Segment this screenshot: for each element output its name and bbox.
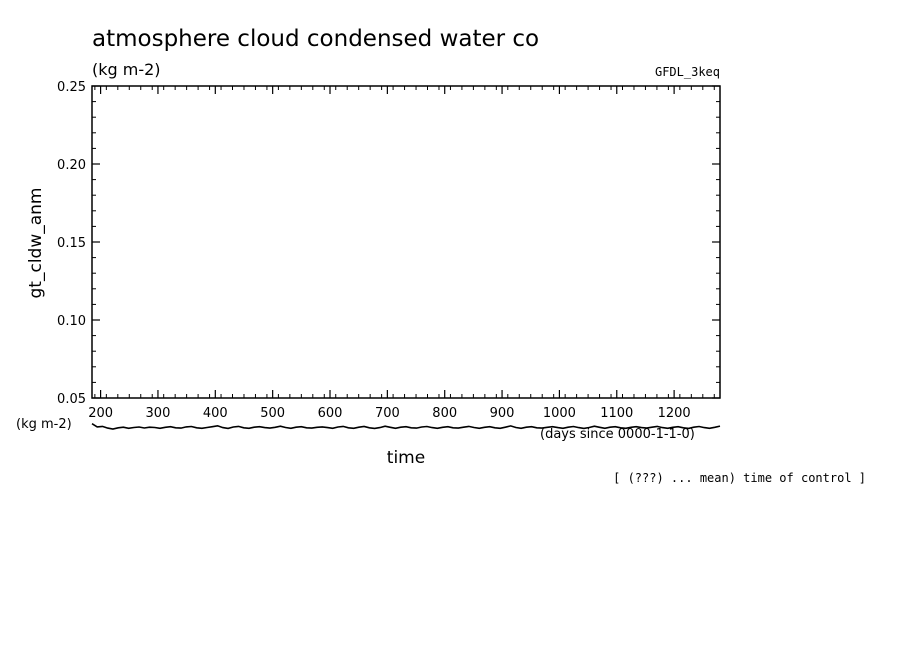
- plot-frame: [91, 85, 721, 399]
- x-axis: 200 300 400 500 600 700 800 900 1000 1100 1200: [88, 86, 715, 421]
- x-tick-label: 400: [203, 406, 228, 421]
- x-tick-label: 1000: [543, 406, 576, 421]
- x-tick-label: 500: [260, 406, 285, 421]
- y-tick-label: 0.20: [57, 158, 86, 173]
- x-tick-label: 1100: [600, 406, 633, 421]
- x-tick-label: 600: [318, 406, 343, 421]
- x-tick-label: 300: [146, 406, 171, 421]
- x-axis-label: time: [387, 448, 425, 468]
- chart-units: (kg m-2): [92, 60, 161, 79]
- y-axis: 0.05 0.10 0.15 0.20 0.25: [57, 80, 720, 407]
- y-tick-label: 0.25: [57, 80, 86, 95]
- x-tick-label: 800: [432, 406, 457, 421]
- x-tick-label: 200: [88, 406, 113, 421]
- series-line: [91, 423, 721, 430]
- control-annotation: [ (???) ... mean) time of control ]: [613, 471, 866, 485]
- x-axis-units: (days since 0000-1-1-0): [540, 427, 695, 442]
- y-tick-label: 0.10: [57, 314, 86, 329]
- y-tick-label: 0.05: [57, 392, 86, 407]
- y-tick-label: 0.15: [57, 236, 86, 251]
- y-axis-units: (kg m-2): [16, 417, 72, 432]
- x-tick-label: 1200: [658, 406, 691, 421]
- y-axis-label: gt_cldw_anm: [26, 188, 46, 299]
- x-tick-label: 700: [375, 406, 400, 421]
- chart-title: atmosphere cloud condensed water co: [92, 26, 539, 52]
- x-tick-label: 900: [490, 406, 515, 421]
- model-label: GFDL_3keq: [655, 65, 720, 79]
